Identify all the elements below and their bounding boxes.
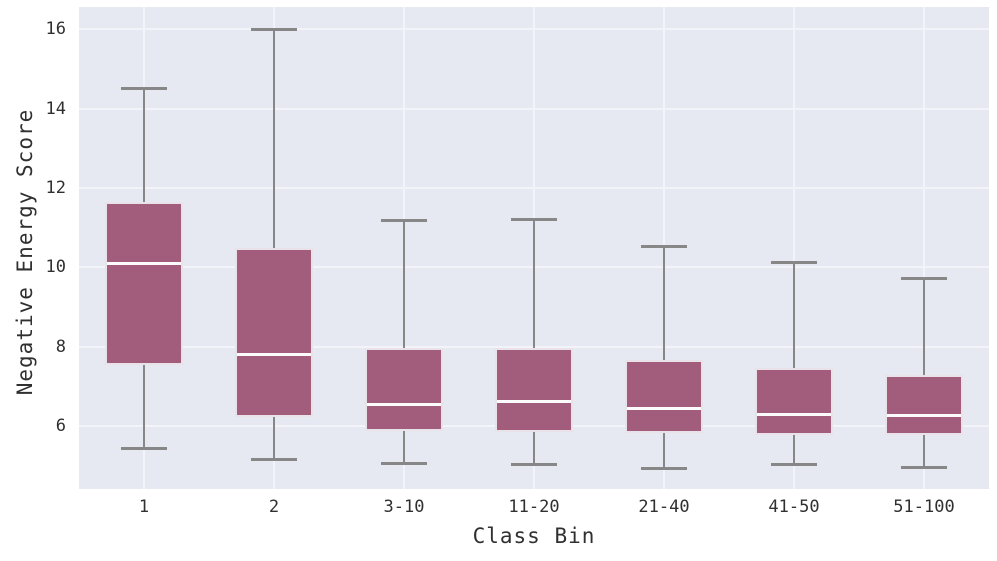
- whisker-line: [533, 219, 535, 465]
- x-tick-label: 41-50: [768, 497, 820, 517]
- x-tick-label: 51-100: [893, 497, 955, 517]
- x-tick-label: 11-20: [508, 497, 560, 517]
- whisker-cap-upper: [511, 218, 557, 222]
- median-line: [887, 414, 961, 418]
- box: [365, 348, 443, 432]
- median-line: [367, 403, 441, 407]
- whisker-cap-upper: [251, 28, 297, 32]
- box: [885, 374, 963, 435]
- whisker-cap-upper: [121, 86, 167, 90]
- x-tick-label: 21-40: [638, 497, 690, 517]
- box: [495, 348, 573, 432]
- box: [625, 360, 703, 434]
- x-tick-label: 1: [138, 497, 150, 517]
- gridline-vertical: [923, 7, 925, 489]
- median-line: [497, 400, 571, 404]
- gridline-vertical: [793, 7, 795, 489]
- whisker-cap-upper: [771, 260, 817, 264]
- y-tick-label: 8: [55, 336, 66, 357]
- box: [105, 202, 183, 366]
- y-tick-label: 14: [45, 98, 66, 119]
- median-line: [237, 353, 311, 357]
- median-line: [107, 261, 181, 265]
- y-tick-label: 12: [45, 178, 66, 199]
- whisker-cap-lower: [121, 446, 167, 450]
- whisker-cap-upper: [641, 245, 687, 249]
- box: [755, 368, 833, 435]
- whisker-cap-upper: [901, 277, 947, 281]
- y-tick-label: 16: [45, 19, 66, 40]
- y-tick-label: 6: [55, 416, 66, 437]
- box: [235, 247, 313, 417]
- whisker-line: [793, 261, 795, 466]
- whisker-cap-upper: [381, 219, 427, 223]
- whisker-line: [663, 246, 665, 469]
- y-axis-title: Negative Energy Score: [13, 108, 37, 396]
- median-line: [627, 407, 701, 411]
- x-axis-title: Class Bin: [472, 524, 596, 548]
- whisker-cap-lower: [771, 463, 817, 467]
- whisker-line: [923, 278, 925, 468]
- whisker-cap-lower: [251, 458, 297, 462]
- whisker-line: [273, 29, 275, 460]
- plot-area: [79, 7, 989, 489]
- median-line: [757, 413, 831, 417]
- y-tick-label: 10: [45, 257, 66, 278]
- whisker-cap-lower: [511, 462, 557, 466]
- x-tick-label: 3-10: [383, 497, 425, 517]
- x-tick-label: 2: [268, 497, 280, 517]
- whisker-cap-lower: [381, 461, 427, 465]
- whisker-cap-lower: [641, 466, 687, 470]
- whisker-cap-lower: [901, 465, 947, 469]
- whisker-line: [403, 220, 405, 464]
